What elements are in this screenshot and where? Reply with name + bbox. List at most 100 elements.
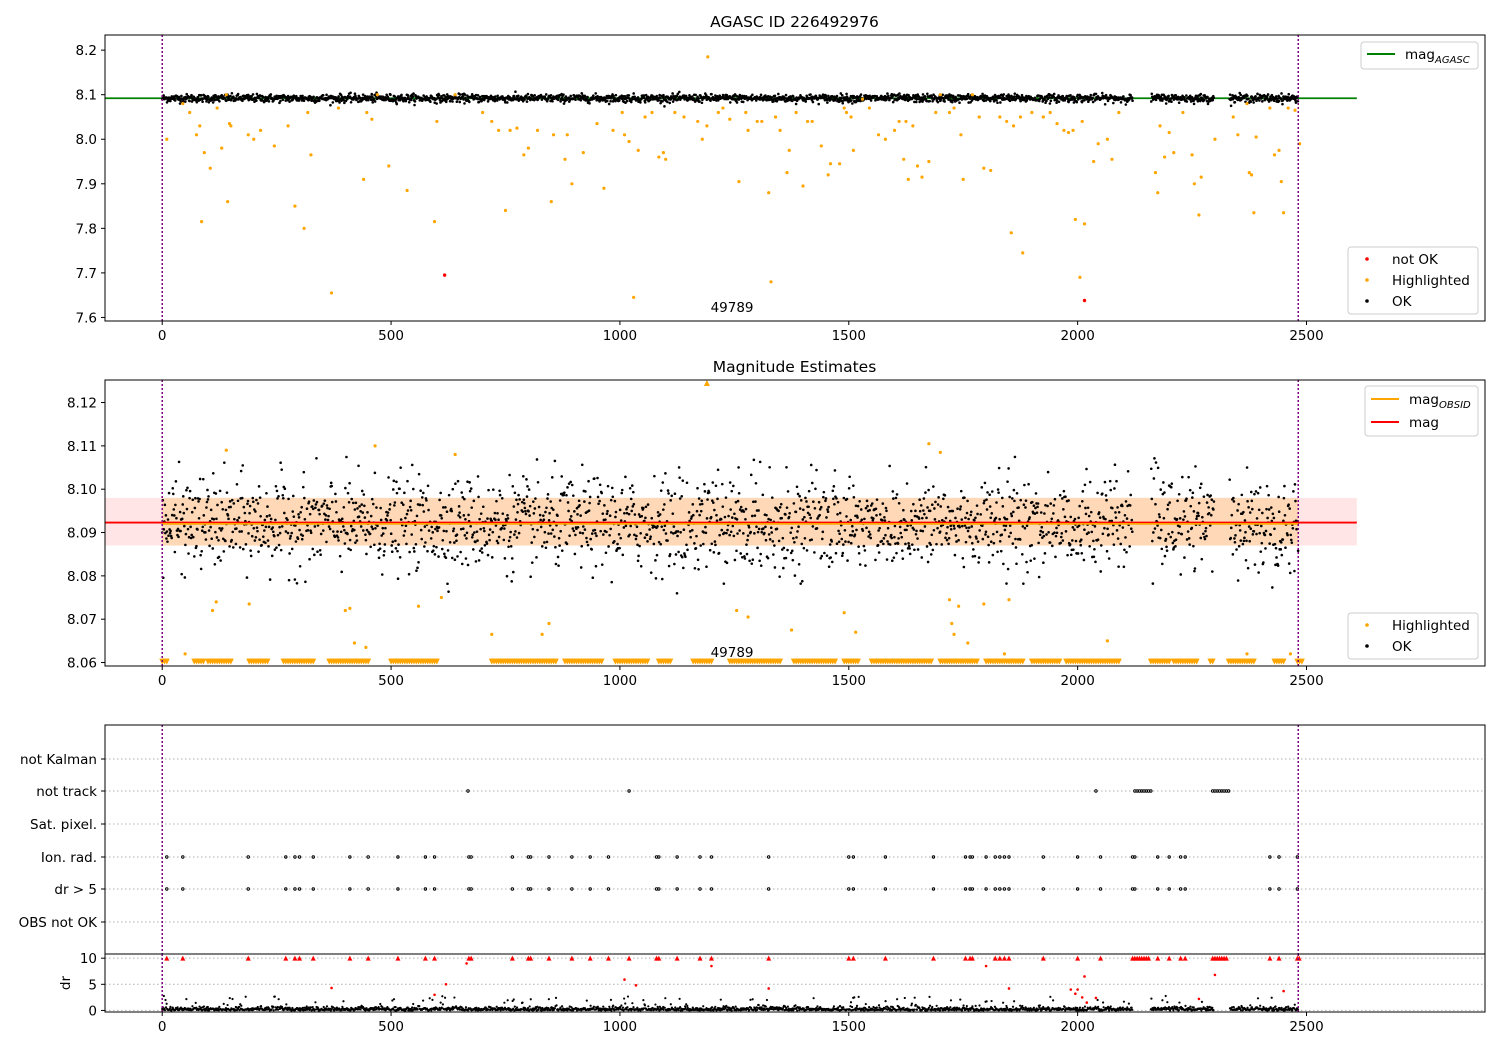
ok-point	[1150, 92, 1154, 96]
ok-point	[1273, 542, 1277, 546]
ok-point	[1121, 504, 1124, 508]
ok-point	[777, 509, 780, 513]
ok-point	[199, 553, 202, 557]
ok-point	[929, 553, 933, 556]
highlighted-point	[1254, 135, 1258, 139]
ok-point	[1231, 97, 1235, 101]
highlighted-point	[435, 119, 439, 124]
ok-point	[621, 553, 625, 557]
ok-point	[474, 93, 478, 97]
highlighted-point	[611, 128, 615, 132]
ok-point	[478, 517, 481, 521]
ok-point	[1042, 534, 1046, 538]
ok-point	[457, 514, 460, 517]
ok-point	[314, 503, 318, 506]
ok-point	[1180, 532, 1184, 536]
ok-point	[1205, 501, 1209, 504]
ok-point	[1152, 477, 1156, 480]
ok-point	[602, 533, 605, 536]
ok-point	[1265, 507, 1268, 511]
ok-point	[940, 543, 944, 546]
ok-point	[923, 525, 927, 528]
ok-point	[872, 517, 875, 520]
highlighted-point	[1197, 213, 1201, 217]
ok-point	[1008, 99, 1012, 103]
ok-point	[1034, 492, 1038, 495]
ok-point	[941, 93, 945, 97]
ok-point	[849, 541, 853, 545]
ok-point	[1182, 510, 1186, 513]
highlighted-point	[982, 166, 986, 170]
ok-point	[206, 97, 209, 101]
ok-point	[230, 91, 234, 95]
ok-point	[629, 524, 632, 528]
ok-point	[597, 502, 600, 506]
ok-point	[852, 496, 856, 499]
ok-point	[474, 560, 478, 563]
ok-point	[223, 96, 226, 100]
ok-point	[995, 530, 999, 534]
ok-point	[1186, 530, 1190, 533]
ok-point	[189, 525, 192, 529]
ok-point	[430, 525, 434, 529]
ok-point	[267, 545, 270, 548]
ok-point	[942, 497, 945, 501]
ok-point	[445, 510, 449, 514]
ok-point	[286, 518, 289, 522]
ok-point	[799, 499, 803, 502]
ok-point	[618, 546, 621, 550]
ok-point	[517, 531, 521, 535]
highlighted-below-marker	[1193, 658, 1200, 665]
highlighted-point	[805, 119, 810, 124]
ok-point	[1192, 99, 1195, 103]
ok-point	[716, 99, 720, 102]
ok-point	[685, 543, 688, 547]
ok-point	[1249, 100, 1253, 104]
ok-point	[972, 548, 975, 551]
ok-point	[805, 500, 808, 503]
ok-point	[995, 99, 998, 102]
ok-point	[342, 506, 346, 509]
ok-point	[533, 507, 537, 510]
ok-point	[638, 544, 641, 548]
ok-point	[1119, 101, 1123, 104]
ok-point	[337, 539, 340, 542]
ok-point	[440, 95, 443, 98]
ok-point	[249, 549, 252, 552]
ok-point	[795, 536, 798, 539]
ok-point	[594, 564, 598, 568]
ok-point	[280, 525, 284, 528]
ok-point	[1013, 92, 1017, 95]
ok-point	[811, 525, 815, 528]
ok-point	[389, 532, 393, 536]
ok-point	[383, 549, 386, 553]
ok-point	[676, 534, 679, 538]
ok-point	[695, 509, 699, 513]
ok-point	[393, 95, 397, 98]
ok-point	[1287, 92, 1291, 96]
highlighted-point	[1293, 108, 1297, 112]
ok-point	[1253, 492, 1256, 496]
ok-point	[188, 496, 191, 500]
ok-point	[526, 485, 529, 488]
ok-point	[347, 547, 350, 550]
highlighted-point	[1252, 211, 1256, 215]
ok-point	[241, 547, 245, 551]
ok-point	[649, 535, 652, 538]
ok-point	[284, 530, 288, 533]
ok-point	[529, 575, 532, 579]
highlighted-below-marker	[854, 658, 861, 665]
ok-point	[1198, 486, 1202, 490]
ok-point	[757, 527, 761, 531]
ok-point	[1188, 488, 1192, 492]
ok-point	[917, 517, 921, 520]
ok-point	[925, 516, 928, 520]
ok-point	[1264, 529, 1268, 533]
ok-point	[936, 100, 940, 104]
ok-point	[846, 97, 849, 101]
ok-point	[466, 480, 469, 483]
highlighted-point	[329, 291, 334, 295]
ok-point	[389, 93, 392, 97]
ok-point	[328, 507, 331, 511]
ok-point	[521, 510, 525, 513]
